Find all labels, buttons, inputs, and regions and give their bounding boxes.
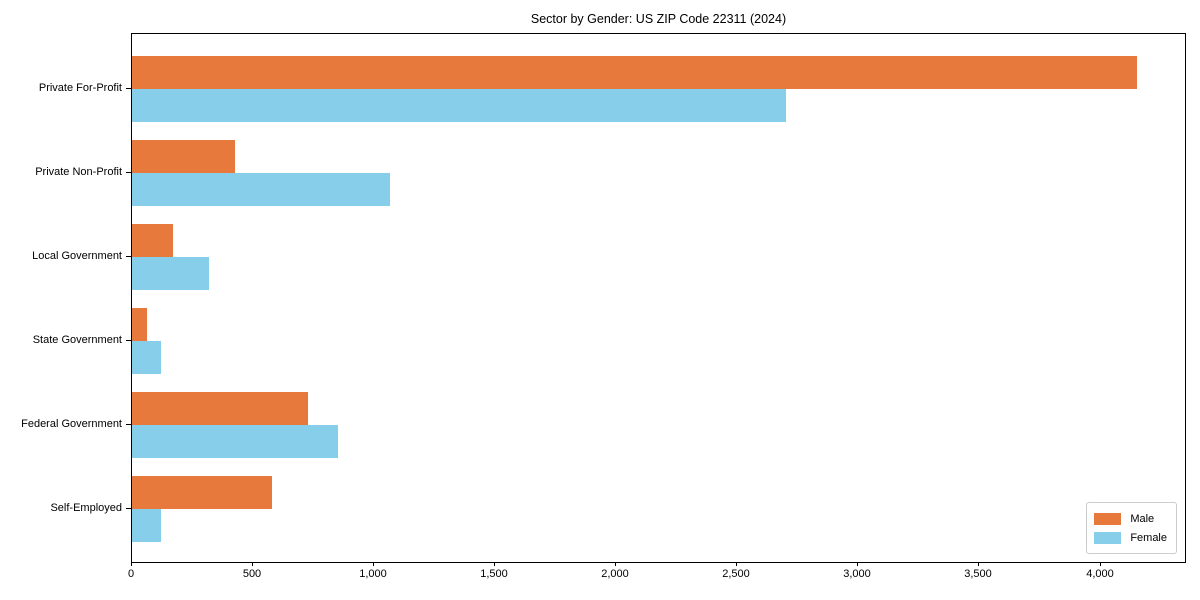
x-tick-label: 3,000	[843, 568, 871, 580]
y-axis-label-private-for-profit: Private For-Profit	[38, 82, 122, 94]
x-tick-label: 2,500	[722, 568, 750, 580]
x-tick-label: 3,500	[964, 568, 992, 580]
bar-male-federal-government	[132, 392, 308, 425]
x-tick	[857, 562, 858, 566]
y-axis-label-private-non-profit: Private Non-Profit	[35, 166, 122, 178]
x-tick	[252, 562, 253, 566]
x-tick	[615, 562, 616, 566]
legend-item-male: Male	[1094, 509, 1167, 528]
bar-female-local-government	[132, 257, 209, 290]
y-axis-label-federal-government: Federal Government	[21, 418, 122, 430]
bar-female-state-government	[132, 341, 161, 374]
x-tick	[373, 562, 374, 566]
bar-male-private-for-profit	[132, 56, 1137, 89]
y-axis-label-self-employed: Self-Employed	[50, 502, 122, 514]
legend-label-male: Male	[1130, 512, 1155, 525]
x-tick	[736, 562, 737, 566]
legend-item-female: Female	[1094, 528, 1167, 547]
plot-area: Male Female	[131, 33, 1186, 563]
bar-female-self-employed	[132, 509, 161, 542]
y-tick	[126, 340, 131, 341]
legend: Male Female	[1086, 502, 1177, 554]
y-axis-label-state-government: State Government	[32, 334, 122, 346]
x-tick-label: 500	[242, 568, 262, 580]
legend-swatch-male	[1094, 512, 1122, 525]
legend-swatch-female	[1094, 531, 1122, 544]
bar-male-self-employed	[132, 476, 272, 509]
chart-title: Sector by Gender: US ZIP Code 22311 (202…	[530, 12, 787, 26]
bar-female-private-non-profit	[132, 173, 390, 206]
bar-male-local-government	[132, 224, 173, 257]
x-tick-label: 1,500	[480, 568, 508, 580]
x-tick-label: 1,000	[359, 568, 387, 580]
x-tick	[978, 562, 979, 566]
bar-male-private-non-profit	[132, 140, 235, 173]
x-tick-label: 2,000	[601, 568, 629, 580]
y-tick	[126, 172, 131, 173]
x-tick	[131, 562, 132, 566]
x-tick	[1100, 562, 1101, 566]
y-tick	[126, 508, 131, 509]
y-tick	[126, 256, 131, 257]
x-tick-label: 4,000	[1086, 568, 1114, 580]
legend-label-female: Female	[1130, 531, 1167, 544]
x-tick-label: 0	[127, 568, 135, 580]
bar-female-private-for-profit	[132, 89, 786, 122]
y-axis-label-local-government: Local Government	[32, 250, 122, 262]
bar-female-federal-government	[132, 425, 338, 458]
x-tick	[494, 562, 495, 566]
y-tick	[126, 424, 131, 425]
bar-male-state-government	[132, 308, 147, 341]
y-tick	[126, 88, 131, 89]
